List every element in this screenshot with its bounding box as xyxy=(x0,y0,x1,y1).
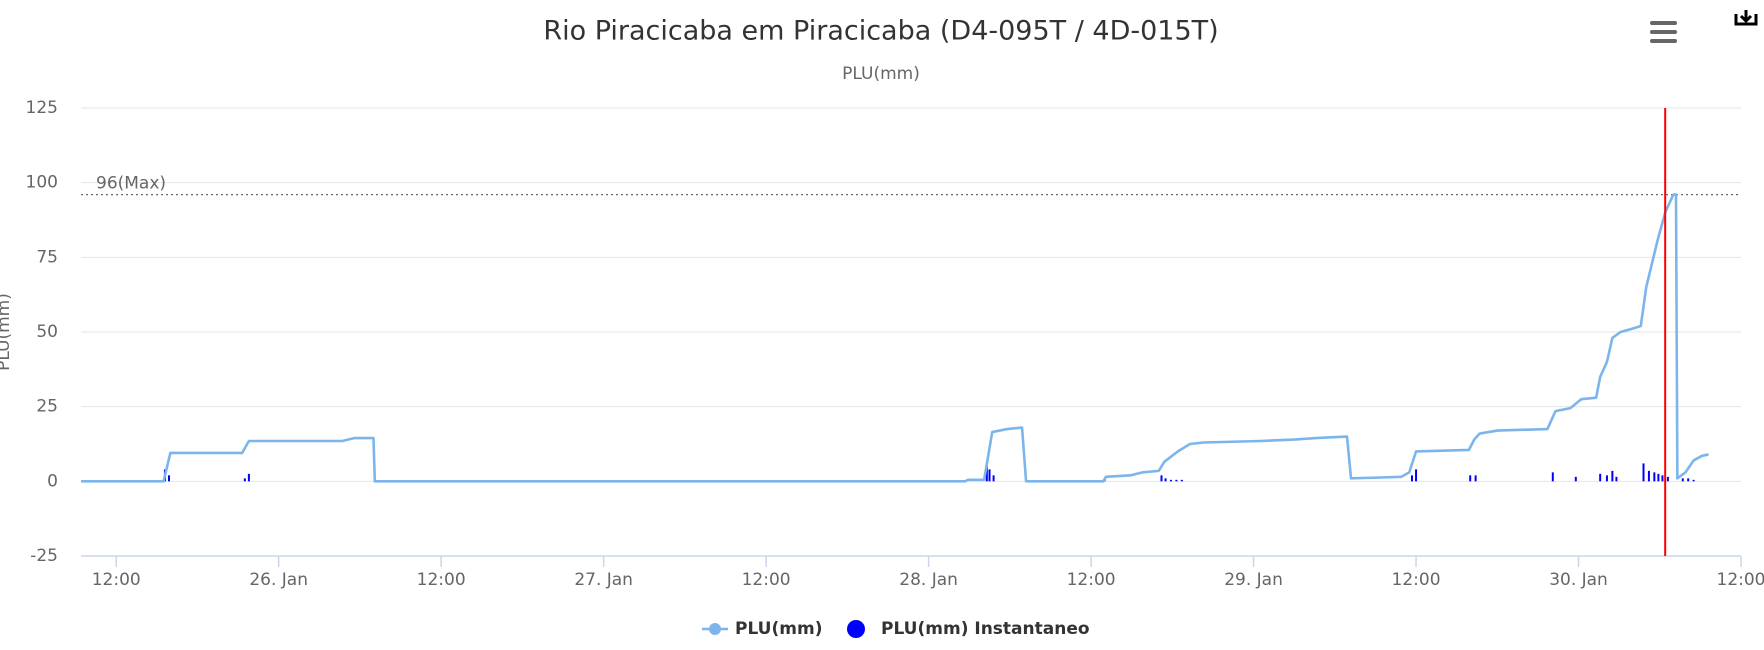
x-tick-label: 30. Jan xyxy=(1549,570,1608,590)
x-tick-label: 12:00 xyxy=(742,570,791,590)
chart-title: Rio Piracicaba em Piracicaba (D4-095T / … xyxy=(543,16,1218,47)
legend-symbol xyxy=(847,620,865,638)
column xyxy=(992,475,995,482)
y-axis-title: PLU(mm) xyxy=(0,293,14,371)
legend-item[interactable]: PLU(mm) Instantaneo xyxy=(847,619,1090,639)
menu-button[interactable] xyxy=(1650,21,1677,43)
line-series xyxy=(81,193,1709,483)
column xyxy=(1653,472,1656,482)
column xyxy=(1599,473,1602,482)
x-tick-label: 12:00 xyxy=(92,570,141,590)
column xyxy=(1175,479,1178,482)
column xyxy=(247,473,250,482)
x-tick-label: 28. Jan xyxy=(899,570,958,590)
column xyxy=(1469,475,1472,482)
column xyxy=(1180,479,1183,482)
x-tick-label: 12:00 xyxy=(1392,570,1441,590)
legend-label: PLU(mm) Instantaneo xyxy=(881,619,1090,639)
column xyxy=(1661,475,1664,482)
y-tick-label: 100 xyxy=(26,173,58,193)
x-tick-label: 26. Jan xyxy=(249,570,308,590)
column xyxy=(1657,473,1660,482)
column xyxy=(1681,478,1684,482)
column xyxy=(168,475,171,482)
y-tick-label: 75 xyxy=(36,247,58,267)
x-tick-label: 27. Jan xyxy=(574,570,633,590)
column xyxy=(1410,475,1413,482)
column xyxy=(1611,470,1614,482)
legend-item[interactable]: PLU(mm) xyxy=(702,619,822,639)
y-tick-label: 0 xyxy=(47,471,58,491)
chart-subtitle: PLU(mm) xyxy=(842,64,920,84)
column xyxy=(1474,475,1477,482)
plot-line-label: 96(Max) xyxy=(96,174,166,194)
column xyxy=(1169,479,1172,482)
column xyxy=(1160,475,1163,482)
legend-label: PLU(mm) xyxy=(735,619,822,639)
column xyxy=(1164,478,1167,482)
column xyxy=(1666,476,1669,482)
column xyxy=(1687,478,1690,482)
column xyxy=(1692,479,1695,482)
column xyxy=(1574,476,1577,482)
legend-symbol xyxy=(709,623,721,635)
y-tick-label: -25 xyxy=(30,546,58,566)
column xyxy=(1415,469,1418,482)
x-tick-label: 12:00 xyxy=(417,570,466,590)
column xyxy=(1605,475,1608,482)
column xyxy=(243,478,246,482)
column xyxy=(988,469,991,482)
y-tick-label: 125 xyxy=(26,98,58,118)
x-tick-label: 29. Jan xyxy=(1224,570,1283,590)
column xyxy=(1551,472,1554,482)
x-tick-label: 12:00 xyxy=(1067,570,1116,590)
column xyxy=(1642,463,1645,482)
column xyxy=(1615,476,1618,482)
y-tick-label: 25 xyxy=(36,397,58,417)
y-tick-label: 50 xyxy=(36,322,58,342)
x-tick-label: 12:00 xyxy=(1717,570,1764,590)
download-button[interactable] xyxy=(1734,10,1758,26)
column xyxy=(1647,470,1650,482)
column xyxy=(985,466,988,482)
